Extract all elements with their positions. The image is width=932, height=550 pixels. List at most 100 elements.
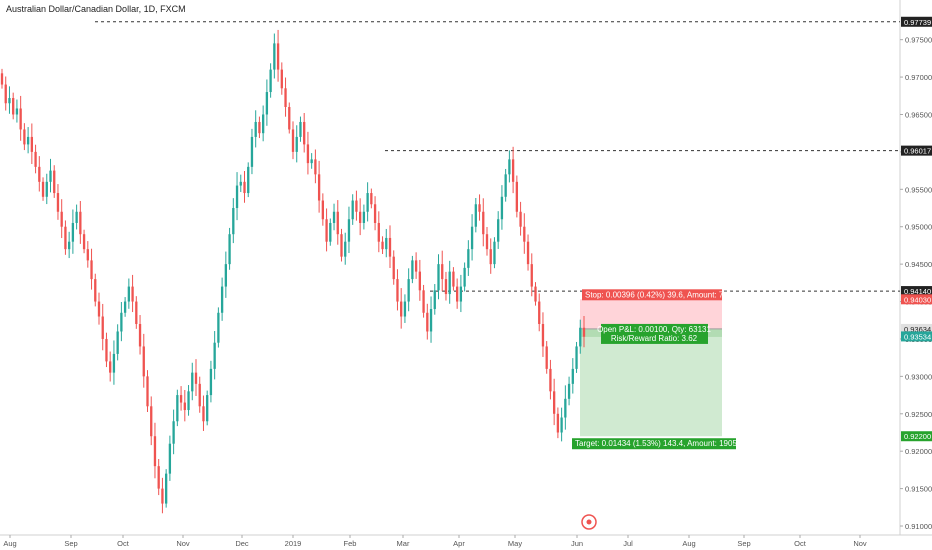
candle-body [30,136,34,152]
candle-body [101,316,104,339]
candle-body [437,264,440,291]
candle-body [441,264,444,280]
candle-body [179,395,183,403]
candle-body [79,211,82,235]
candle-body [314,159,317,175]
candle-body [444,279,448,295]
candle-body [183,402,186,411]
price-tag-label-current: 0.93534 [904,332,931,341]
candle-body [579,327,582,347]
candle-body [541,323,545,347]
y-tick-label: 0.92500 [905,410,932,419]
candle-body [12,98,15,115]
candle-body [109,361,112,373]
y-tick-label: 0.95500 [905,185,932,194]
stop-label: Stop: 0.00396 (0.42%) 39.6, Amount: 750 [585,290,733,299]
candle-body [418,271,422,291]
candle-body [213,342,216,369]
candle-body [232,208,235,235]
candle-body [310,159,313,164]
candle-body [459,286,463,302]
x-tick-label: Aug [682,539,695,548]
event-marker-icon [581,514,597,530]
candle-body [306,144,310,164]
candle-body [370,193,373,205]
y-tick-label: 0.92000 [905,447,932,456]
candle-body [500,196,504,220]
y-tick-label: 0.95000 [905,223,932,232]
candle-body [381,241,384,250]
candle-body [19,108,22,130]
candle-body [478,204,481,212]
candle-body [164,473,168,504]
candle-body [153,436,157,467]
price-tag-stop [901,294,932,305]
candle-body [545,346,548,369]
candle-body [388,237,392,257]
candle-body [355,200,358,212]
x-tick-label: May [508,539,522,548]
y-tick-label: 0.93000 [905,372,932,381]
candle-body [396,279,399,302]
x-tick-label: Nov [176,539,190,548]
candle-body [455,286,459,302]
candle-body [295,136,298,152]
y-tick-label: 0.97000 [905,73,932,82]
candle-body [321,200,325,220]
candle-body [86,249,89,261]
candle-body [150,406,153,437]
candle-body [161,488,164,504]
candle-body [489,249,492,265]
candle-body [567,383,571,399]
stop-label-box [582,289,722,301]
price-tag-current [901,331,932,342]
candle-body [571,368,574,384]
ratio-label: Risk/Reward Ratio: 3.62 [611,334,698,343]
candle-body [392,256,395,280]
price-tag-label-target: 0.92200 [904,432,931,441]
candle-body [250,136,254,167]
candle-body [280,69,283,89]
candle-body [82,234,86,250]
candle-body [258,121,261,134]
candle-body [75,211,78,223]
x-tick-label: Sep [737,539,750,548]
candle-body [261,114,265,134]
candle-body [4,84,7,104]
candle-body [15,108,19,115]
candle-body [340,234,343,257]
candle-body [552,391,556,414]
candle-body [135,301,138,324]
candle-body [168,443,172,474]
candle-body [191,372,194,392]
candle-body [138,323,142,347]
x-tick-label: Nov [853,539,867,548]
target-label-box [572,438,736,450]
x-tick-label: Aug [3,539,16,548]
candle-body [497,219,500,242]
y-tick-label: 0.96500 [905,110,932,119]
pnl-label-box [601,323,708,344]
candle-body [426,312,429,332]
candle-body [146,376,149,407]
candle-body [235,185,239,209]
candle-body [67,241,71,250]
candle-body [582,327,586,337]
candle-body [329,222,332,242]
candle-body [325,219,328,242]
candle-body [8,98,11,104]
candle-body [56,193,60,212]
candle-body [131,286,134,302]
candle-body [549,368,552,392]
price-tag-label-entry: 0.93634 [904,325,931,334]
resistance-price-tag [901,286,932,297]
candle-body [463,267,466,287]
candle-body [515,181,519,212]
candle-body [407,279,410,302]
x-tick-label: Apr [453,539,465,548]
candle-body [344,241,347,257]
candle-body [452,271,455,287]
candle-body [38,166,41,182]
